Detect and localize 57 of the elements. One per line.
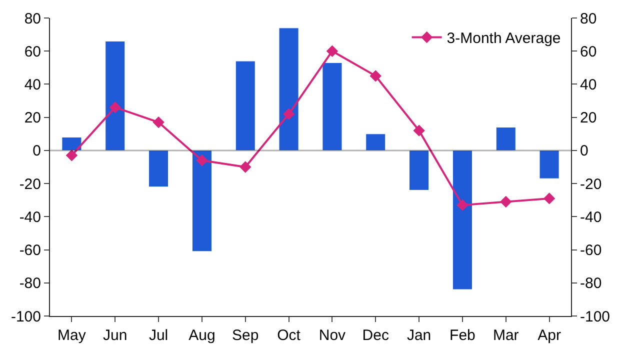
point	[500, 196, 512, 208]
bar	[278, 28, 299, 151]
x-tick-label: Apr	[538, 327, 561, 344]
x-tick-label: Jun	[103, 327, 128, 344]
x-tick-label: Sep	[232, 327, 259, 344]
point	[66, 150, 78, 162]
point	[543, 192, 556, 204]
y-tick-label: -40	[19, 208, 41, 226]
bar	[62, 136, 82, 151]
x-tick-label: Dec	[362, 327, 390, 344]
y-tick-label: 0	[32, 142, 41, 160]
point	[326, 45, 338, 57]
bar	[409, 150, 430, 190]
point	[413, 124, 425, 136]
bar	[496, 127, 516, 151]
bar	[192, 150, 212, 252]
y2-tick-label: -40	[580, 208, 602, 226]
y2-tick-label: 60	[580, 43, 597, 60]
x-tick-label: Nov	[318, 327, 346, 344]
bar	[105, 40, 126, 151]
point	[109, 102, 121, 114]
x-tick-label: Jul	[148, 327, 168, 344]
x-tick-label: Aug	[188, 327, 216, 344]
y2-tick-label: 20	[580, 110, 597, 127]
bar	[366, 134, 386, 151]
bar	[322, 62, 342, 151]
x-tick-label: Jan	[406, 327, 432, 344]
bar	[235, 60, 256, 151]
point	[370, 70, 382, 82]
bar	[539, 150, 560, 179]
point	[152, 116, 164, 128]
point	[196, 154, 208, 166]
x-tick-label: May	[58, 327, 86, 344]
bar	[452, 150, 472, 290]
y2-tick-label: -100	[580, 308, 610, 326]
y2-tick-label: 80	[580, 10, 597, 28]
legend-label: 3-Month Average	[446, 30, 561, 48]
y2-tick-label: 40	[580, 76, 597, 94]
y2-tick-label: 0	[580, 142, 588, 160]
y-tick-label: -80	[19, 275, 41, 292]
point	[240, 161, 252, 173]
point	[456, 199, 468, 211]
y2-tick-label: -60	[580, 242, 602, 260]
y-tick-label: -20	[19, 176, 41, 193]
y2-tick-label: -20	[580, 176, 602, 193]
y2-tick-label: -80	[580, 275, 602, 292]
bar	[148, 150, 169, 188]
y-tick-label: -100	[10, 308, 41, 326]
y-tick-label: 60	[24, 43, 41, 60]
y-tick-label: 80	[24, 10, 41, 28]
x-tick-label: Mar	[492, 327, 519, 344]
y-tick-label: -60	[19, 242, 41, 260]
y-tick-label: 40	[24, 76, 41, 94]
x-tick-label: Oct	[277, 327, 302, 344]
y-tick-label: 20	[24, 110, 41, 127]
point	[282, 108, 295, 120]
x-tick-label: Feb	[450, 327, 476, 344]
